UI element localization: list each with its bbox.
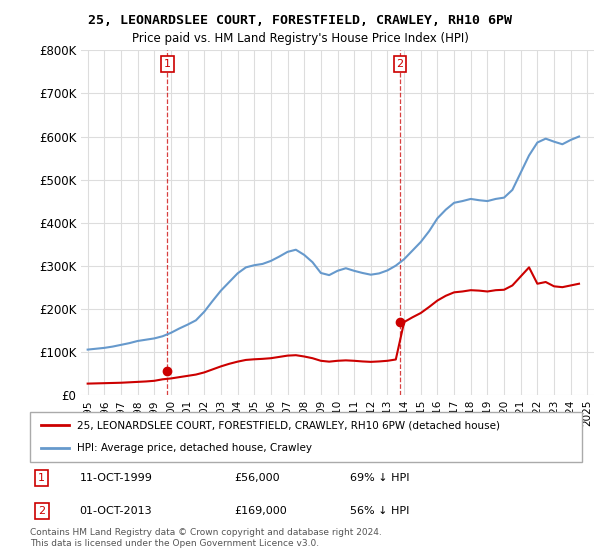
Text: 1: 1 [164, 59, 171, 69]
Text: 69% ↓ HPI: 69% ↓ HPI [350, 473, 410, 483]
Text: 11-OCT-1999: 11-OCT-1999 [80, 473, 152, 483]
Text: HPI: Average price, detached house, Crawley: HPI: Average price, detached house, Craw… [77, 444, 312, 454]
Text: Contains HM Land Registry data © Crown copyright and database right 2024.
This d: Contains HM Land Registry data © Crown c… [30, 528, 382, 548]
Text: £169,000: £169,000 [234, 506, 287, 516]
Text: 25, LEONARDSLEE COURT, FORESTFIELD, CRAWLEY, RH10 6PW: 25, LEONARDSLEE COURT, FORESTFIELD, CRAW… [88, 14, 512, 27]
Text: 01-OCT-2013: 01-OCT-2013 [80, 506, 152, 516]
Text: £56,000: £56,000 [234, 473, 280, 483]
Text: Price paid vs. HM Land Registry's House Price Index (HPI): Price paid vs. HM Land Registry's House … [131, 32, 469, 45]
FancyBboxPatch shape [30, 412, 582, 462]
Text: 25, LEONARDSLEE COURT, FORESTFIELD, CRAWLEY, RH10 6PW (detached house): 25, LEONARDSLEE COURT, FORESTFIELD, CRAW… [77, 420, 500, 430]
Text: 2: 2 [38, 506, 46, 516]
Text: 1: 1 [38, 473, 45, 483]
Text: 2: 2 [397, 59, 404, 69]
Text: 56% ↓ HPI: 56% ↓ HPI [350, 506, 410, 516]
